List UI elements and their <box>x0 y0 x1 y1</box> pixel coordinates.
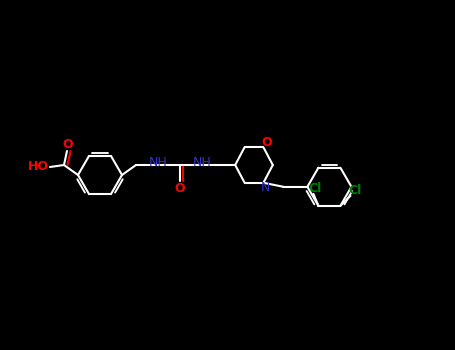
Text: NH: NH <box>149 156 167 169</box>
Text: NH: NH <box>192 156 212 169</box>
Text: O: O <box>175 182 185 196</box>
Text: HO: HO <box>27 161 49 174</box>
Text: Cl: Cl <box>309 182 322 195</box>
Text: N: N <box>261 181 270 194</box>
Text: O: O <box>261 136 272 149</box>
Text: Cl: Cl <box>349 184 362 197</box>
Text: O: O <box>63 138 73 150</box>
